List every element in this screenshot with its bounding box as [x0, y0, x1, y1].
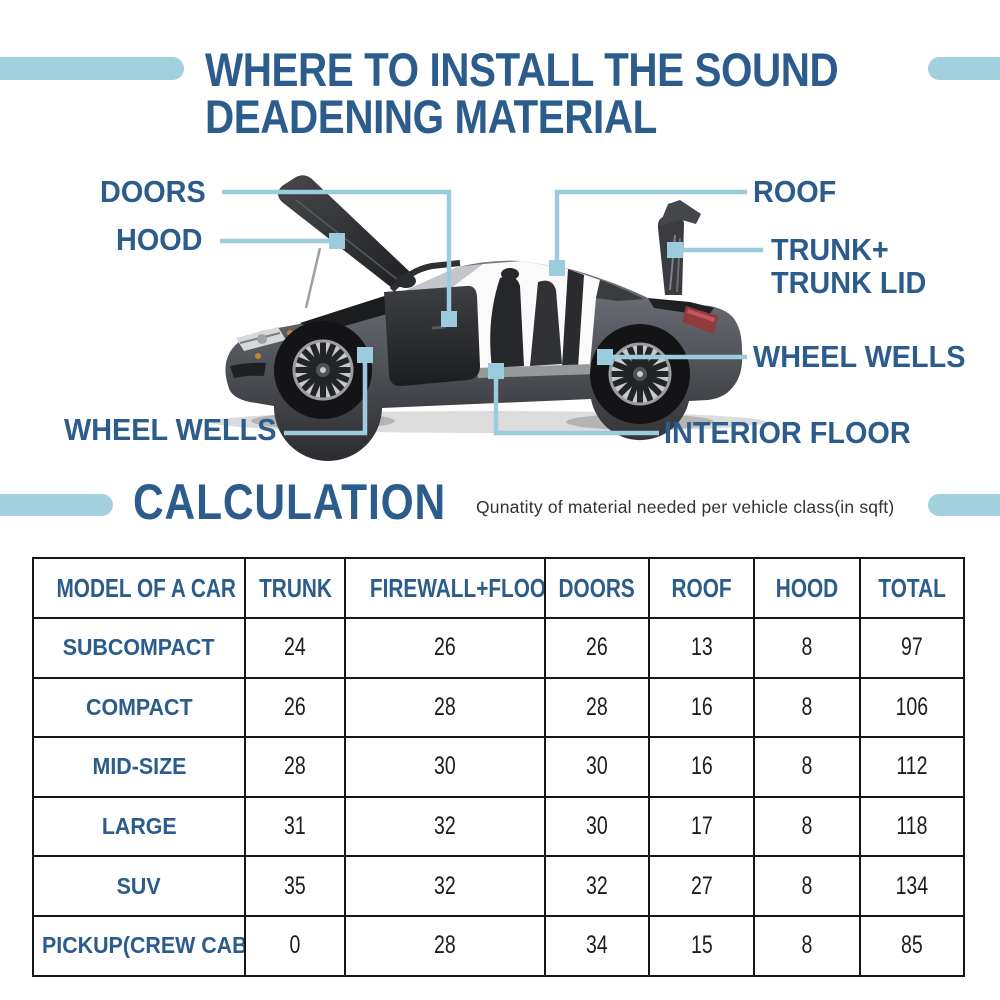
value-cell: 34: [544, 914, 650, 977]
value-cell: 106: [859, 676, 965, 739]
col-header-total: TOTAL: [859, 557, 965, 619]
value-cell: 0: [244, 914, 346, 977]
front-intake: [230, 362, 266, 378]
table-row: COMPACT 26 28 28 16 8 106: [32, 676, 965, 739]
value-cell: 30: [544, 736, 650, 798]
table-row: SUV 35 32 32 27 8 134: [32, 855, 965, 917]
label-trunk: TRUNK+ TRUNK LID: [771, 232, 927, 300]
model-cell: PICKUP(CREW CAB): [32, 914, 246, 977]
value-cell: 16: [648, 676, 755, 739]
fog-marker: [255, 353, 261, 359]
value-cell: 97: [859, 617, 965, 679]
value-cell: 85: [859, 914, 965, 977]
value-cell: 24: [244, 617, 346, 679]
value-cell: 8: [753, 855, 861, 917]
table-header-row: MODEL OF A CAR TRUNK FIREWALL+FLOOR DOOR…: [32, 557, 965, 619]
col-header-trunk: TRUNK: [244, 557, 346, 619]
label-doors: DOORS: [100, 174, 206, 209]
col-header-roof: ROOF: [648, 557, 755, 619]
value-cell: 16: [648, 736, 755, 798]
front-seat: [490, 276, 524, 368]
table-row: PICKUP(CREW CAB) 0 28 34 15 8 85: [32, 914, 965, 977]
value-cell: 30: [544, 795, 650, 858]
value-cell: 134: [859, 855, 965, 917]
rear-seat: [530, 280, 562, 366]
value-cell: 8: [753, 736, 861, 798]
value-cell: 17: [648, 795, 755, 858]
car-trunk-lid-open: [657, 200, 701, 295]
rear-wheel: [590, 324, 690, 424]
table-row: SUBCOMPACT 24 26 26 13 8 97: [32, 617, 965, 679]
value-cell: 8: [753, 676, 861, 739]
taillight: [682, 306, 718, 334]
value-cell: 15: [648, 914, 755, 977]
label-interior-floor: INTERIOR FLOOR: [664, 415, 911, 450]
value-cell: 28: [544, 676, 650, 739]
calc-accent-bar-left: [0, 494, 113, 516]
value-cell: 8: [753, 795, 861, 858]
table-row: LARGE 31 32 30 17 8 118: [32, 795, 965, 858]
value-cell: 35: [244, 855, 346, 917]
value-cell: 28: [244, 736, 346, 798]
label-wheel-wells-right: WHEEL WELLS: [753, 339, 966, 374]
label-roof: ROOF: [753, 174, 837, 209]
value-cell: 26: [244, 676, 346, 739]
label-hood: HOOD: [116, 222, 203, 257]
page-title-line2: DEADENING MATERIAL: [205, 90, 657, 143]
value-cell: 28: [344, 676, 546, 739]
door-sill: [476, 364, 596, 378]
header-accent-bar-right: [928, 57, 1000, 80]
hood-prop-rod: [304, 247, 322, 309]
value-cell: 32: [344, 855, 546, 917]
table-row: MID-SIZE 28 30 30 16 8 112: [32, 736, 965, 798]
value-cell: 8: [753, 617, 861, 679]
value-cell: 30: [344, 736, 546, 798]
value-cell: 13: [648, 617, 755, 679]
value-cell: 112: [859, 736, 965, 798]
headlight: [236, 327, 286, 351]
side-mirror: [396, 274, 416, 288]
value-cell: 8: [753, 914, 861, 977]
b-pillar: [562, 269, 584, 368]
calc-accent-bar-right: [928, 494, 1000, 516]
model-cell: LARGE: [32, 795, 246, 858]
value-cell: 32: [344, 795, 546, 858]
model-cell: COMPACT: [32, 676, 246, 739]
value-cell: 32: [544, 855, 650, 917]
value-cell: 28: [344, 914, 546, 977]
value-cell: 118: [859, 795, 965, 858]
model-cell: MID-SIZE: [32, 736, 246, 798]
col-header-model: MODEL OF A CAR: [32, 557, 246, 619]
material-quantity-table: MODEL OF A CAR TRUNK FIREWALL+FLOOR DOOR…: [32, 557, 965, 977]
quarter-window: [596, 280, 644, 301]
page-title: WHERE TO INSTALL THE SOUND DEADENING MAT…: [205, 46, 941, 140]
value-cell: 27: [648, 855, 755, 917]
label-wheel-wells-left: WHEEL WELLS: [64, 412, 277, 447]
door-handle: [431, 325, 447, 330]
cabin-opening: [442, 261, 600, 378]
col-header-firewall-floor: FIREWALL+FLOOR: [344, 557, 546, 619]
value-cell: 26: [544, 617, 650, 679]
front-wheel: [274, 321, 372, 419]
page-title-line1: WHERE TO INSTALL THE SOUND: [205, 43, 839, 96]
value-cell: 26: [344, 617, 546, 679]
col-header-doors: DOORS: [544, 557, 650, 619]
calculation-title: CALCULATION: [133, 474, 447, 530]
col-header-hood: HOOD: [753, 557, 861, 619]
model-cell: SUV: [32, 855, 246, 917]
header-accent-bar-left: [0, 57, 184, 80]
value-cell: 31: [244, 795, 346, 858]
model-cell: SUBCOMPACT: [32, 617, 246, 679]
calculation-subtitle: Qunatity of material needed per vehicle …: [476, 497, 895, 517]
